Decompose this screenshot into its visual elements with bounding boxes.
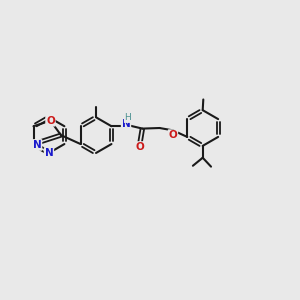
Text: H: H — [124, 113, 131, 122]
Text: N: N — [45, 148, 53, 158]
Text: O: O — [136, 142, 144, 152]
Text: N: N — [33, 140, 41, 150]
Text: N: N — [122, 119, 130, 129]
Text: O: O — [46, 116, 55, 126]
Text: O: O — [169, 130, 177, 140]
